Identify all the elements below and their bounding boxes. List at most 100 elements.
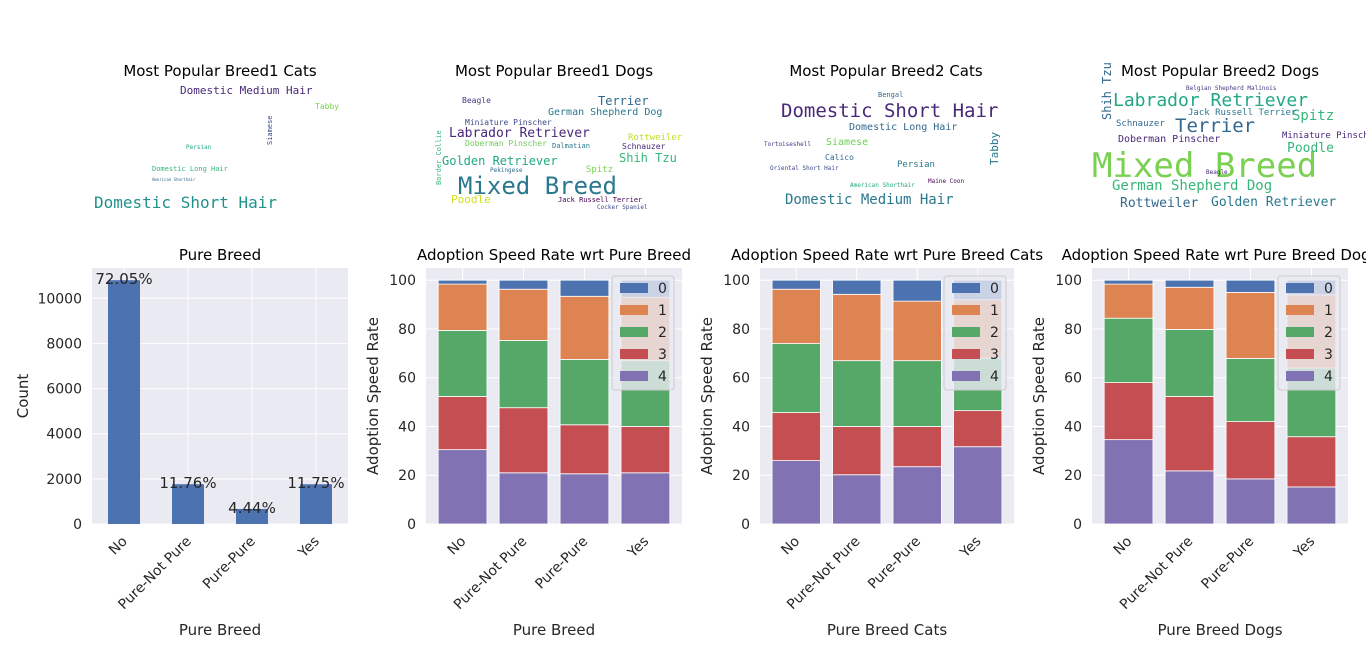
y-tick-label: 80 [1064,322,1082,338]
bar-segment [1225,358,1276,423]
y-tick-label: 8000 [46,336,82,352]
legend-label: 2 [658,325,667,341]
word: Siamese [266,115,274,145]
word: Doberman Pinscher [1118,134,1220,145]
y-tick-label: 80 [398,322,416,338]
word: Rottweiler [628,133,683,143]
bar [108,280,140,524]
y-tick-label: 40 [732,419,750,435]
y-tick-label: 40 [1064,419,1082,435]
x-tick-label: Yes [957,534,985,562]
bar [172,484,204,524]
bar-segment [892,466,942,525]
y-tick-label: 80 [732,322,750,338]
word: Poodle [451,193,491,206]
x-tick-label: Pure-Pure [865,534,924,593]
word: Labrador Retriever [1113,90,1308,111]
x-tick-label: No [106,534,131,559]
wordcloud-title: Most Popular Breed1 Dogs [455,62,653,80]
y-axis-label: Adoption Speed Rate [1030,317,1048,475]
legend-swatch [1286,283,1314,293]
bar-segment [1286,486,1337,525]
word: Doberman Pinscher [465,139,547,148]
bar-segment [1225,291,1276,359]
bar-segment [832,279,882,295]
bar-segment [1103,439,1154,525]
y-tick-label: 0 [1073,517,1082,533]
bar-segment [559,473,610,525]
legend-swatch [1286,305,1314,315]
x-tick-label: Yes [295,534,323,562]
legend-swatch [952,305,980,315]
word: Domestic Medium Hair [180,84,313,97]
chart-title: Adoption Speed Rate wrt Pure Breed Dogs [1062,246,1366,264]
x-axis-label: Pure Breed [513,621,595,639]
y-tick-label: 100 [1055,273,1082,289]
word: Tabby [988,132,1001,165]
y-tick-label: 0 [73,517,82,533]
y-axis-label: Adoption Speed Rate [364,317,382,475]
chart-title: Adoption Speed Rate wrt Pure Breed Cats [731,246,1043,264]
y-tick-label: 20 [398,468,416,484]
bar-segment [832,360,882,427]
word: Spitz [1292,108,1334,124]
x-tick-label: Yes [1290,534,1318,562]
x-axis-label: Pure Breed [179,621,261,639]
legend-swatch [1286,349,1314,359]
word: Schnauzer [622,142,666,151]
y-tick-label: 100 [723,273,750,289]
legend-swatch [952,371,980,381]
y-tick-label: 60 [1064,371,1082,387]
word: Oriental Short Hair [770,165,839,172]
legend-label: 1 [658,303,667,319]
word: Calico [825,153,854,162]
legend-swatch [1286,327,1314,337]
word: German Shepherd Dog [1112,178,1272,194]
legend-label: 1 [1324,303,1333,319]
legend-label: 0 [990,281,999,297]
wordcloud-title: Most Popular Breed1 Cats [123,62,317,80]
bar-segment [1103,279,1154,285]
bar-segment [1286,436,1337,488]
y-tick-label: 20 [732,468,750,484]
legend-swatch [1286,371,1314,381]
bar-segment [437,449,488,525]
legend-label: 2 [1324,325,1333,341]
word: Domestic Medium Hair [785,192,954,208]
word: Shih Tzu [619,151,677,165]
word: Miniature Pinscher [465,118,552,127]
legend-label: 3 [1324,347,1333,363]
bar-segment [1164,470,1215,525]
bar-segment [1164,329,1215,397]
bar-segment [771,343,821,413]
word: Golden Retriever [1211,195,1336,210]
bar-segment [1225,478,1276,525]
word: Dalmatian [552,142,590,150]
y-axis-label: Adoption Speed Rate [698,317,716,475]
word: Jack Russell Terrier [558,196,642,204]
y-tick-label: 4000 [46,427,82,443]
word: American Shorthair [152,177,196,182]
legend-label: 0 [1324,281,1333,297]
x-tick-label: Pure-Pure [200,534,259,593]
y-tick-label: 100 [389,273,416,289]
bar-segment [620,472,671,525]
word: Persian [186,144,212,151]
y-tick-label: 60 [732,371,750,387]
word: Poodle [1287,141,1334,156]
bar-segment [892,426,942,468]
legend-swatch [952,349,980,359]
bar-segment [559,359,610,426]
bar-segment [771,460,821,525]
bar-segment [559,279,610,297]
bar-segment [559,295,610,360]
bar-segment [498,288,549,341]
word: Beagle [462,96,491,105]
chart-title: Adoption Speed Rate wrt Pure Breed [417,246,691,264]
legend-swatch [620,327,648,337]
bar-segment [892,300,942,362]
bar-segment [832,474,882,525]
word: Miniature Pinscher [1282,131,1366,141]
word: Domestic Short Hair [781,100,998,122]
legend-label: 2 [990,325,999,341]
